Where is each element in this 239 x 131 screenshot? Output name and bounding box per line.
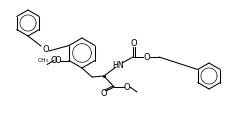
Text: O: O bbox=[144, 53, 150, 61]
Text: HN: HN bbox=[112, 61, 124, 70]
Text: O: O bbox=[131, 39, 137, 48]
Text: O: O bbox=[51, 56, 57, 65]
Text: O: O bbox=[124, 83, 130, 91]
Text: O: O bbox=[43, 45, 49, 54]
Text: O: O bbox=[101, 89, 107, 99]
Text: CH₃: CH₃ bbox=[38, 59, 49, 64]
Text: O: O bbox=[54, 56, 61, 65]
